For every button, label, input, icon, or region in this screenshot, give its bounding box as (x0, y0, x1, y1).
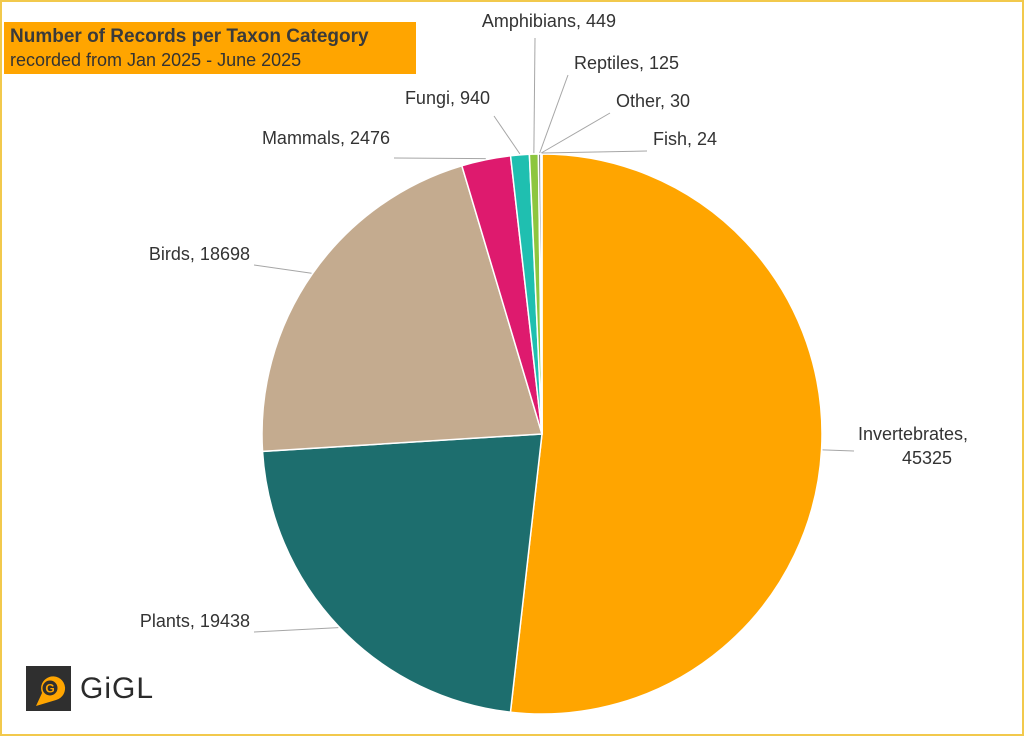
pie-slice-plants (261, 433, 543, 714)
data-label-fungi: Fungi, 940 (405, 88, 490, 108)
leader-line-plants (253, 627, 339, 633)
leader-line-birds (253, 264, 312, 274)
data-label-other: Other, 30 (616, 91, 690, 111)
pie-slice-birds (261, 164, 543, 453)
logo-text: GiGL (80, 672, 155, 705)
data-label-fish: Fish, 24 (653, 129, 717, 149)
leader-line-amphibians (533, 37, 536, 154)
data-label-invertebrates: Invertebrates, 45325 (858, 424, 968, 468)
chart-subtitle: recorded from Jan 2025 - June 2025 (10, 50, 302, 70)
data-label-plants: Plants, 19438 (140, 611, 250, 631)
chart-title: Number of Records per Taxon Category (10, 26, 369, 47)
data-label-amphibians: Amphibians, 449 (482, 11, 616, 31)
data-label-reptiles: Reptiles, 125 (574, 53, 679, 73)
pie-slice-invertebrates (509, 153, 823, 715)
map-pin-g-icon: G (26, 666, 71, 711)
leader-line-other (540, 112, 611, 154)
data-label-mammals: Mammals, 2476 (262, 128, 390, 148)
leader-line-fish (541, 150, 648, 154)
leader-line-mammals (393, 157, 486, 160)
leader-line-invertebrates (822, 449, 855, 452)
chart-title-box: Number of Records per Taxon Category rec… (4, 22, 416, 74)
leader-line-fungi (493, 115, 521, 155)
data-label-birds: Birds, 18698 (149, 244, 250, 264)
leader-line-reptiles (539, 74, 569, 154)
svg-text:G: G (45, 682, 54, 696)
